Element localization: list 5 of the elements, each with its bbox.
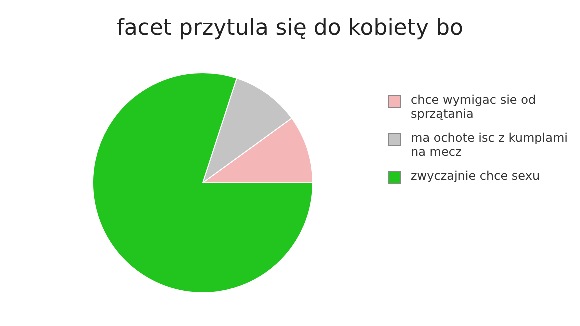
legend-label: ma ochote isc z kumplami na mecz bbox=[411, 131, 568, 159]
legend-label: chce wymigac sie od sprzątania bbox=[411, 93, 538, 121]
legend-label: zwyczajnie chce sexu bbox=[411, 169, 540, 183]
pie-slice bbox=[92, 72, 314, 294]
chart-title: facet przytula się do kobiety bo bbox=[116, 16, 464, 41]
